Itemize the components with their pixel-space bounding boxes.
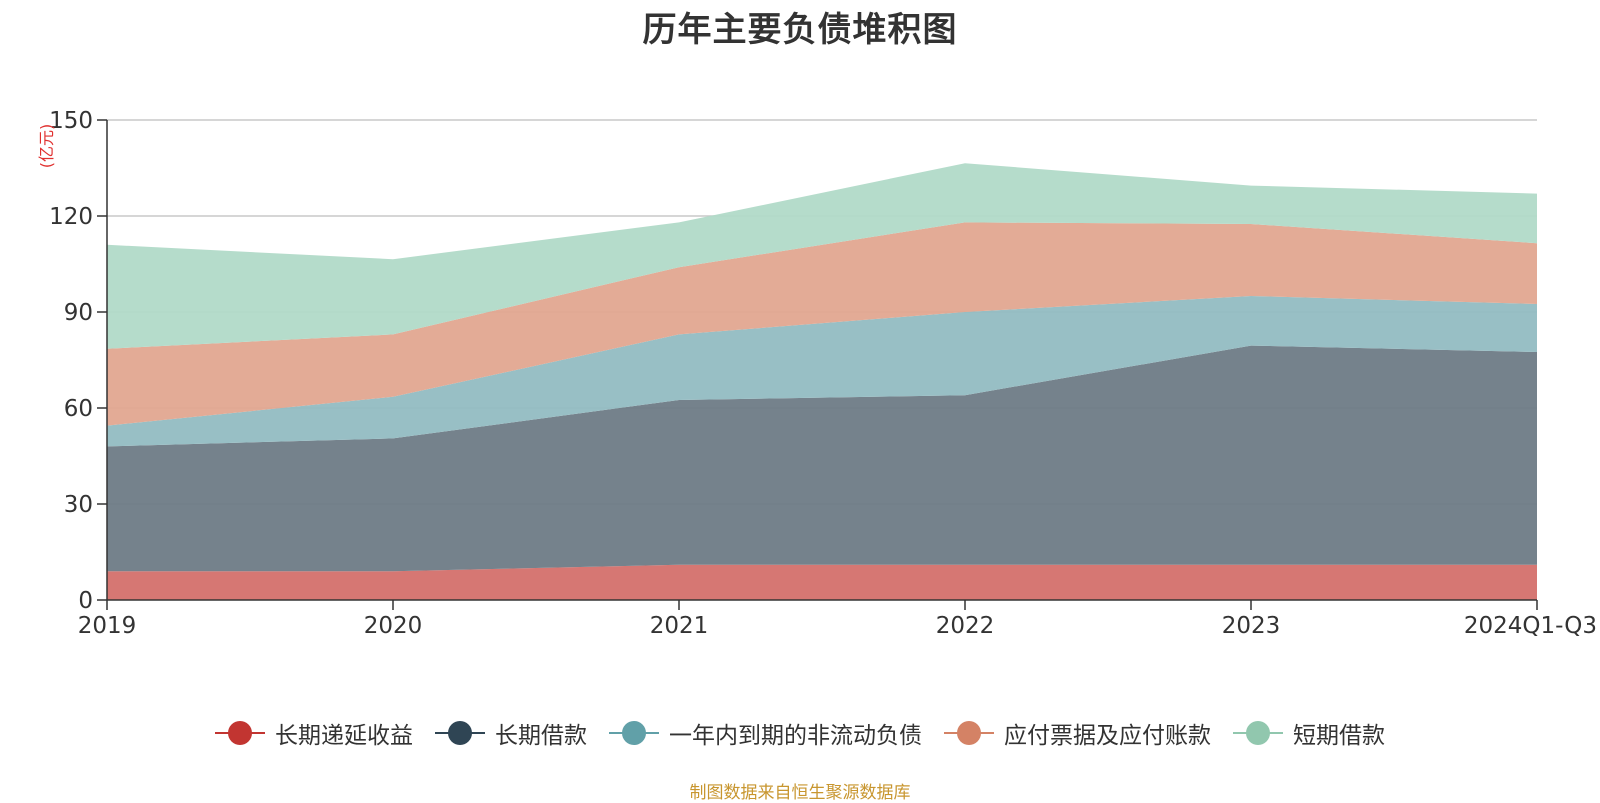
y-axis-unit-label: (亿元): [37, 124, 56, 169]
area-series-0: [107, 564, 1537, 600]
chart-title: 历年主要负债堆积图: [642, 10, 958, 50]
legend-label: 一年内到期的非流动负债: [669, 723, 922, 749]
legend-marker-icon: [1233, 718, 1283, 748]
legend-label: 长期借款: [495, 723, 587, 749]
legend-marker-icon: [944, 718, 994, 748]
legend-marker-icon: [215, 718, 265, 748]
legend-item-4[interactable]: 短期借款: [1233, 716, 1385, 750]
area-series-4: [107, 163, 1537, 349]
x-tick-label-4: 2023: [1222, 613, 1281, 639]
legend-label: 长期递延收益: [275, 723, 413, 749]
x-tick-label-2: 2021: [650, 613, 709, 639]
legend-item-2[interactable]: 一年内到期的非流动负债: [609, 716, 922, 750]
x-tick-label-0: 2019: [78, 613, 137, 639]
area-series-1: [107, 345, 1537, 572]
area-series-2: [107, 296, 1537, 447]
x-tick-label-3: 2022: [936, 613, 995, 639]
y-tick-label-0: 0: [78, 588, 93, 614]
legend-marker-icon: [435, 718, 485, 748]
area-series-3: [107, 222, 1537, 426]
label-layer: 0 30 60 90 120 150 2019 2020 2021 2022 2023 2024Q1-…: [37, 108, 1597, 639]
legend: 长期递延收益 长期借款 一年内到期的非流动负债 应付票据及应付账款 短期借款: [0, 716, 1600, 750]
x-tick-label-5: 2024Q1-Q3: [1464, 613, 1597, 639]
y-tick-label-30: 30: [64, 492, 93, 518]
axis-layer: [97, 119, 1538, 610]
legend-label: 应付票据及应付账款: [1004, 723, 1211, 749]
y-tick-label-90: 90: [64, 300, 93, 326]
legend-label: 短期借款: [1293, 723, 1385, 749]
y-tick-label-150: 150: [49, 108, 93, 134]
y-tick-label-120: 120: [49, 204, 93, 230]
x-tick-label-1: 2020: [364, 613, 423, 639]
area-layer: [107, 163, 1537, 600]
legend-item-3[interactable]: 应付票据及应付账款: [944, 716, 1211, 750]
legend-marker-icon: [609, 718, 659, 748]
legend-item-1[interactable]: 长期借款: [435, 716, 587, 750]
y-tick-label-60: 60: [64, 396, 93, 422]
legend-item-0[interactable]: 长期递延收益: [215, 716, 413, 750]
source-note: 制图数据来自恒生聚源数据库: [689, 783, 911, 803]
